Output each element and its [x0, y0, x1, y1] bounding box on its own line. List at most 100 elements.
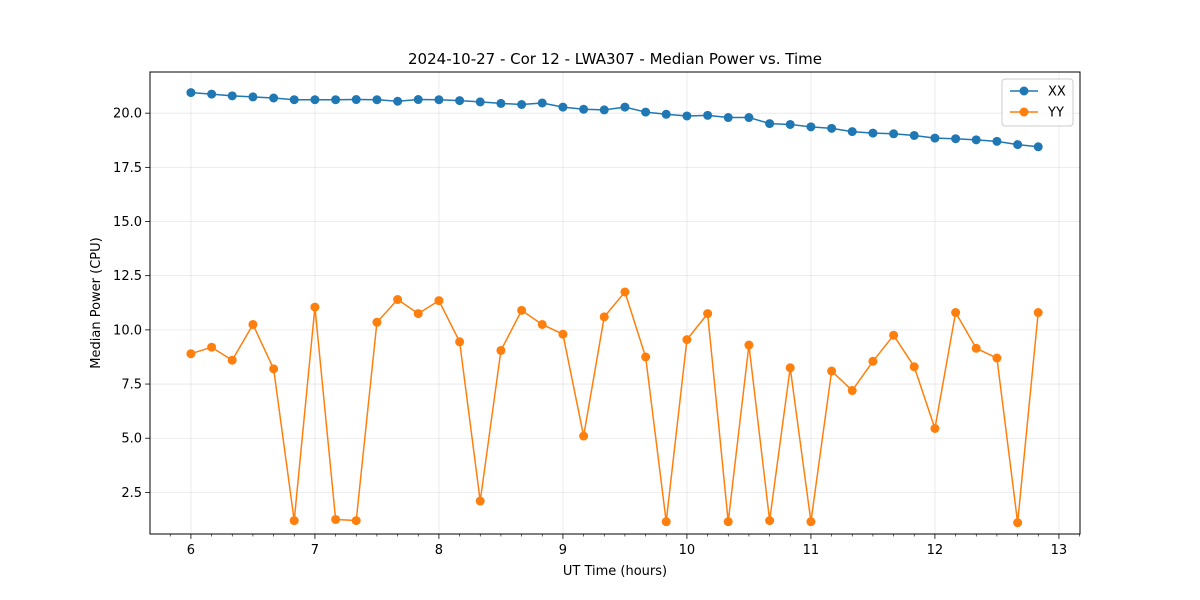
series-yy-point	[723, 517, 733, 527]
series-yy-point	[269, 364, 279, 374]
y-tick-label: 7.5	[121, 378, 142, 393]
series-yy-point	[889, 330, 899, 340]
y-tick-label: 2.5	[121, 486, 142, 501]
y-axis-label: Median Power (CPU)	[89, 237, 104, 368]
series-yy-point	[765, 516, 775, 526]
x-tick-label: 9	[559, 543, 567, 558]
series-yy-point	[599, 312, 609, 322]
series-yy-point	[558, 329, 568, 339]
axis-ticks: 6 7 8 9 10 11 12 13 2.5 5.0 7.5 10.0 12.5 15.0 17.5 20.…	[113, 107, 1080, 558]
series-xx-point	[331, 95, 341, 105]
y-tick-label: 10.0	[113, 323, 142, 338]
series-yy-point	[992, 353, 1002, 363]
legend: XX YY	[1001, 78, 1074, 127]
series-yy-point	[909, 362, 919, 372]
legend-xx-label: XX	[1048, 85, 1066, 100]
series-yy-point	[310, 302, 320, 312]
series-yy-point	[641, 352, 651, 362]
series-yy-point	[475, 496, 485, 506]
chart-title: 2024-10-27 - Cor 12 - LWA307 - Median Po…	[408, 50, 822, 68]
series-xx-point	[847, 127, 857, 137]
series-xx-point	[289, 95, 299, 105]
series-yy-point	[827, 366, 837, 376]
series-yy-point	[248, 319, 258, 329]
series-xx-point	[351, 95, 361, 105]
series-xx-point	[207, 89, 217, 99]
series-xx-point	[434, 95, 444, 105]
series-yy-point	[351, 516, 361, 526]
series-xx-point	[1033, 142, 1043, 152]
series-xx-point	[393, 96, 403, 106]
series-xx-point	[951, 134, 961, 144]
series-xx-point	[806, 122, 816, 132]
series-xx-point	[372, 95, 382, 105]
legend-xx-marker	[1019, 86, 1029, 96]
series-yy-point	[372, 317, 382, 327]
legend-yy-label: YY	[1047, 106, 1064, 121]
x-axis-label: UT Time (hours)	[563, 564, 667, 579]
series-xx-point	[785, 119, 795, 129]
series-xx-point	[992, 136, 1002, 146]
series-yy-point	[930, 423, 940, 433]
series-xx-point	[682, 111, 692, 121]
series-xx-point	[661, 109, 671, 119]
series-xx-point	[227, 91, 237, 101]
series-xx-point	[723, 113, 733, 123]
series-yy-point	[703, 309, 713, 319]
series-yy-point	[517, 305, 527, 315]
series-xx-point	[413, 95, 423, 105]
series-yy-point	[455, 337, 465, 347]
series-yy-point	[537, 319, 547, 329]
series-yy-line	[190, 291, 1039, 524]
series-xx-point	[765, 119, 775, 129]
series-yy-point	[331, 514, 341, 524]
series-xx-point	[558, 102, 568, 112]
y-tick-label: 15.0	[113, 215, 142, 230]
series-xx-point	[827, 123, 837, 133]
series-yy-point	[951, 308, 961, 318]
plot-series	[186, 88, 1043, 528]
plot-frame	[149, 71, 1081, 535]
series-xx-point	[971, 135, 981, 145]
series-xx-point	[310, 95, 320, 105]
series-yy-point	[496, 345, 506, 355]
x-tick-label: 6	[187, 543, 195, 558]
y-tick-label: 20.0	[113, 107, 142, 122]
series-yy-point	[661, 517, 671, 527]
series-yy-point	[579, 431, 589, 441]
series-xx-point	[475, 97, 485, 107]
series-xx-point	[269, 93, 279, 103]
series-yy-point	[1033, 308, 1043, 318]
series-yy-point	[1013, 518, 1023, 528]
series-yy-point	[806, 517, 816, 527]
series-xx-point	[889, 129, 899, 139]
series-xx-point	[909, 130, 919, 140]
series-yy-point	[620, 287, 630, 297]
series-xx-point	[620, 102, 630, 112]
grid-lines	[150, 72, 1080, 534]
series-yy-point	[186, 349, 196, 359]
series-yy-point	[744, 340, 754, 350]
series-xx-point	[930, 133, 940, 143]
series-yy-point	[682, 335, 692, 345]
series-xx-point	[186, 88, 196, 98]
series-xx-point	[744, 113, 754, 123]
x-tick-label: 13	[1051, 543, 1068, 558]
series-yy-point	[393, 295, 403, 305]
series-xx-point	[248, 92, 258, 102]
series-xx-point	[517, 100, 527, 110]
series-yy-point	[207, 342, 217, 352]
series-yy-point	[868, 356, 878, 366]
x-tick-label: 12	[927, 543, 944, 558]
series-xx-point	[703, 110, 713, 120]
series-xx-point	[579, 104, 589, 114]
series-yy-point	[227, 355, 237, 365]
y-tick-label: 5.0	[121, 432, 142, 447]
series-yy-point	[434, 296, 444, 306]
x-tick-label: 7	[311, 543, 319, 558]
series-xx-point	[455, 96, 465, 106]
series-xx-point	[496, 98, 506, 108]
series-yy-point	[847, 386, 857, 396]
